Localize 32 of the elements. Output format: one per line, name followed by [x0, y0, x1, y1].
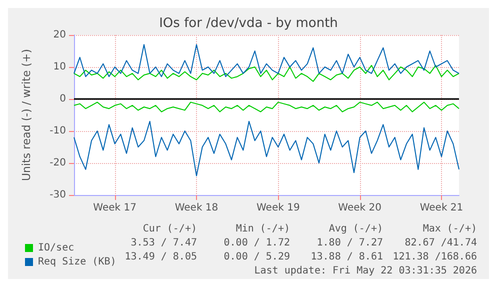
text: 0.00 / 5.29 — [224, 252, 290, 262]
y-tick-label: -30 — [50, 190, 66, 200]
text: 82.67 /41.74 — [404, 238, 477, 248]
text: 13.49 / 8.05 — [124, 252, 197, 262]
chart-title: IOs for /dev/vda - by month — [159, 16, 338, 31]
x-tick-label: Week 19 — [256, 202, 300, 214]
x-tick-label: Week 21 — [420, 202, 464, 214]
line-series — [74, 44, 460, 78]
y-tick-label: -10 — [50, 126, 66, 136]
x-tick-label: Week 18 — [174, 202, 218, 214]
y-tick-label: 20 — [53, 30, 66, 40]
text: 3.53 / 7.47 — [130, 238, 197, 248]
text: 1.80 / 7.27 — [316, 238, 383, 248]
text: 0.00 / 1.72 — [224, 238, 290, 248]
text: 121.38 /168.66 — [392, 252, 477, 262]
y-axis-title: Units read (-) / write (+) — [20, 48, 33, 182]
y-tick-label: 10 — [53, 62, 66, 72]
legend-label: IO/sec — [38, 242, 74, 254]
y-tick-label: -20 — [50, 158, 66, 168]
line-series — [74, 102, 460, 112]
y-tick-label: 0 — [60, 94, 66, 104]
text: Last update: Fri May 22 03:31:35 2026 — [254, 266, 477, 276]
text: Max (-/+) — [422, 224, 477, 234]
x-tick-label: Week 20 — [338, 202, 382, 214]
legend-label: Req Size (KB) — [38, 256, 116, 268]
text: Min (-/+) — [236, 224, 290, 234]
text: Avg (-/+) — [328, 224, 383, 234]
text: 13.88 / 8.61 — [310, 252, 383, 262]
x-tick-label: Week 17 — [93, 202, 136, 214]
line-series — [74, 120, 460, 176]
line-series — [74, 64, 460, 82]
text: Cur (-/+) — [142, 224, 197, 234]
